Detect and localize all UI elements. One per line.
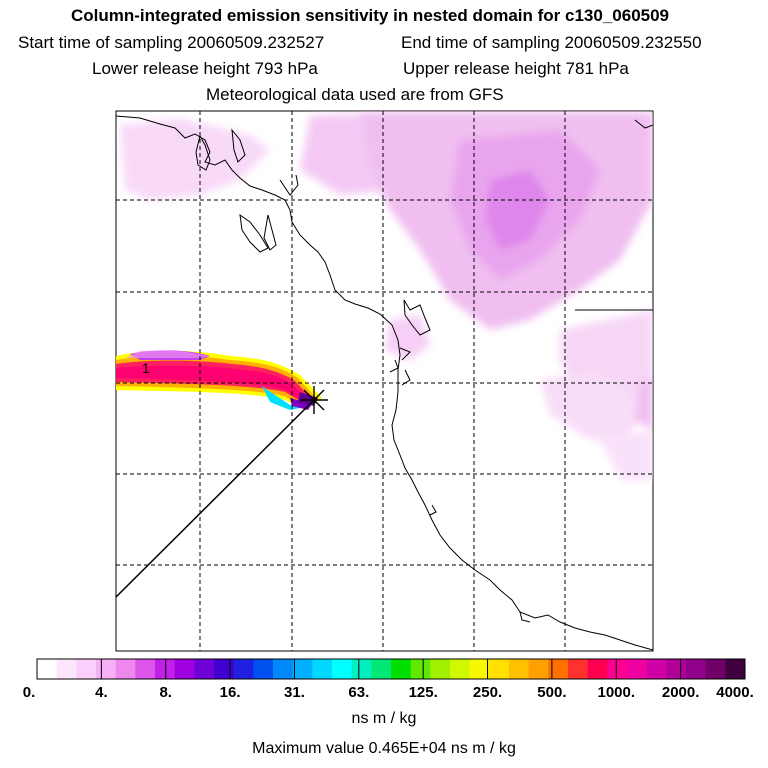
colorbar-segment bbox=[568, 659, 589, 679]
star-icon bbox=[300, 386, 328, 414]
colorbar-segment bbox=[56, 659, 77, 679]
colorbar-segment bbox=[371, 659, 392, 679]
colorbar-segment bbox=[410, 659, 431, 679]
colorbar-segment bbox=[646, 659, 667, 679]
colorbar-tick-label: 16. bbox=[219, 684, 241, 701]
colorbar-segment bbox=[587, 659, 608, 679]
colorbar-tick-label: 125. bbox=[408, 684, 438, 701]
emission-plume bbox=[116, 350, 322, 410]
flight-track bbox=[115, 399, 315, 598]
colorbar-segment bbox=[489, 659, 510, 679]
colorbar-segment bbox=[214, 659, 235, 679]
colorbar-segment bbox=[292, 659, 313, 679]
lower-release-height: Lower release height 793 hPa bbox=[92, 59, 318, 78]
coastline bbox=[116, 115, 653, 651]
colorbar-segment bbox=[469, 659, 490, 679]
colorbar-tick-label: 250. bbox=[472, 684, 503, 701]
colorbar-border bbox=[36, 658, 746, 680]
start-time: Start time of sampling 20060509.232527 bbox=[18, 33, 325, 52]
colorbar-tick-label: 4000. bbox=[716, 684, 754, 701]
colorbar-segment bbox=[332, 659, 353, 679]
colorbar-segment bbox=[607, 659, 628, 679]
colorbar-tick-label: 500. bbox=[537, 684, 567, 701]
colorbar-segment bbox=[135, 659, 156, 679]
colorbar-segment bbox=[548, 659, 569, 679]
point-label: 1 bbox=[142, 360, 150, 376]
colorbar-segment bbox=[76, 659, 97, 679]
upper-release-height: Upper release height 781 hPa bbox=[403, 59, 629, 78]
colorbar-segment bbox=[312, 659, 333, 679]
colorbar-tick-label: 2000. bbox=[661, 684, 700, 701]
page-title: Column-integrated emission sensitivity i… bbox=[70, 6, 670, 25]
colorbar-segment bbox=[233, 659, 254, 679]
colorbar-segment bbox=[686, 659, 707, 679]
colorbar-segment bbox=[509, 659, 530, 679]
colorbar-segment bbox=[155, 659, 176, 679]
colorbar-segment bbox=[351, 659, 372, 679]
colorbar-tick-label: 1000. bbox=[597, 684, 636, 701]
colorbar-segment bbox=[174, 659, 195, 679]
maximum-value: Maximum value 0.465E+04 ns m / kg bbox=[252, 740, 516, 757]
colorbar-tick-label: 4. bbox=[95, 684, 108, 701]
colorbar-segment bbox=[194, 659, 215, 679]
colorbar-segment bbox=[115, 659, 136, 679]
colorbar-segment bbox=[666, 659, 687, 679]
colorbar-segment bbox=[96, 659, 117, 679]
met-data-source: Meteorological data used are from GFS bbox=[206, 85, 504, 104]
colorbar-tick-label: 0. bbox=[22, 684, 36, 701]
colorbar-segment bbox=[725, 659, 746, 679]
colorbar-tick-label: 8. bbox=[159, 684, 172, 701]
graticule bbox=[116, 111, 653, 651]
colorbar-segment bbox=[273, 659, 294, 679]
colorbar-tick-label: 63. bbox=[348, 684, 370, 701]
colorbar-segment bbox=[528, 659, 549, 679]
end-time: End time of sampling 20060509.232550 bbox=[401, 33, 702, 52]
colorbar-segment bbox=[37, 659, 58, 679]
colorbar-segment bbox=[430, 659, 451, 679]
colorbar-segment bbox=[705, 659, 726, 679]
colorbar-tick-label: 31. bbox=[284, 684, 305, 701]
colorbar-segment bbox=[253, 659, 274, 679]
colorbar-unit: ns m / kg bbox=[351, 710, 417, 727]
colorbar-segment bbox=[450, 659, 471, 679]
colorbar bbox=[36, 658, 746, 680]
colorbar-segment bbox=[627, 659, 648, 679]
colorbar-segment bbox=[391, 659, 412, 679]
